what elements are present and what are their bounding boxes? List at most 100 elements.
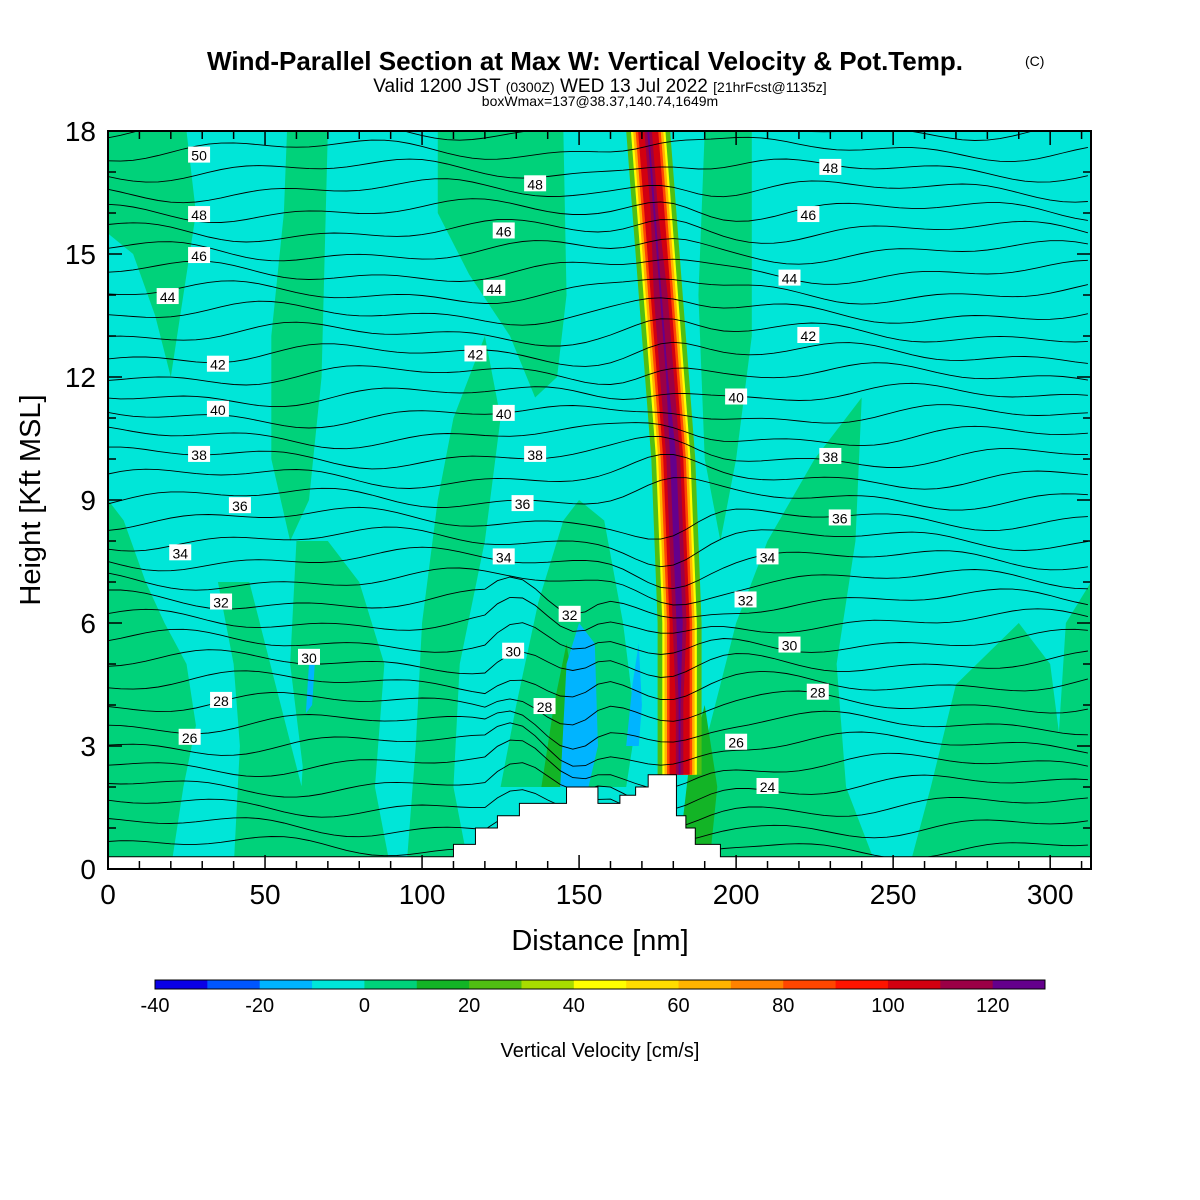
theta-contour-line [108, 404, 1088, 429]
contour-label-background [511, 495, 534, 512]
contour-label-text: 46 [496, 223, 512, 239]
contour-label-text: 48 [823, 160, 839, 176]
contour-label-text: 48 [527, 176, 543, 192]
colorbar-swatch [207, 980, 261, 989]
contour-label-background [188, 146, 211, 163]
contour-label: 42 [797, 327, 820, 344]
contour-label-text: 32 [213, 595, 229, 611]
updraft-plume-band-110 [644, 131, 687, 775]
colorbar-swatch [312, 980, 365, 989]
contour-label-text: 44 [487, 281, 503, 297]
contour-label-background [533, 698, 556, 715]
contour-label: 40 [725, 388, 748, 406]
contour-label-background [819, 158, 842, 175]
theta-contour-line [108, 722, 1088, 767]
y-tick-label: 18 [65, 116, 96, 147]
theta-contour-line [108, 622, 1088, 655]
theta-contour-line [108, 158, 1088, 183]
copyright-mark: (C) [1025, 53, 1044, 69]
contour-label-text: 38 [527, 447, 543, 463]
updraft-region-left-lower [108, 500, 196, 869]
terrain [108, 774, 1091, 869]
contour-label: 38 [819, 447, 842, 465]
colorbar-tick-label: 60 [667, 995, 689, 1017]
contour-label: 42 [464, 345, 487, 362]
contour-label-text: 46 [191, 248, 207, 264]
contour-label-text: 26 [182, 730, 198, 746]
theta-contour-line [108, 477, 1088, 511]
contour-label-text: 30 [505, 644, 521, 660]
theta-contour-line [108, 178, 1088, 204]
theta-contour-line [108, 506, 1088, 540]
theta-contour-line [108, 218, 1089, 244]
colorbar-swatch [940, 980, 994, 989]
colorbar-swatch [887, 980, 941, 989]
contour-label: 28 [806, 683, 829, 701]
colorbar-tick-label: 120 [976, 995, 1009, 1017]
downdraft-ring [560, 623, 598, 787]
colorbar-swatch [835, 980, 889, 989]
contour-label-background [188, 445, 211, 462]
forecast-info: [21hrFcst@1135z] [713, 79, 827, 95]
contour-label-text: 34 [496, 549, 512, 565]
updraft-region-right-upper [698, 131, 752, 541]
downdraft-side [626, 643, 642, 746]
x-tick-label: 100 [399, 879, 446, 910]
contour-label-background [206, 400, 229, 417]
theta-contour-line [108, 318, 1088, 347]
contour-label-background [725, 388, 748, 405]
y-tick-label: 12 [65, 362, 96, 393]
colorbar-swatch [416, 980, 470, 989]
theta-contour-line [108, 341, 1088, 367]
colorbar-tick-label: 80 [772, 995, 794, 1017]
contour-label-background [178, 728, 201, 745]
contour-label: 38 [524, 445, 547, 463]
contour-label-text: 48 [191, 207, 207, 223]
contour-label-background [210, 593, 233, 610]
theta-contour-line [108, 596, 1089, 634]
chart-title: Wind-Parallel Section at Max W: Vertical… [207, 46, 963, 76]
contour-label-text: 44 [160, 289, 176, 305]
theta-contour-line [108, 278, 1089, 305]
contour-label-background [524, 445, 547, 462]
x-tick-label: 0 [100, 879, 116, 910]
contour-label-text: 42 [468, 346, 484, 362]
contour-label: 46 [797, 206, 820, 223]
colorbar-swatch [155, 980, 208, 989]
contour-label-text: 32 [738, 592, 754, 608]
contour-label-text: 34 [760, 549, 776, 565]
contour-label-text: 34 [172, 545, 188, 561]
y-axis-label: Height [Kft MSL] [15, 394, 47, 605]
contour-label-background [797, 327, 820, 343]
theta-contour-line [108, 382, 1088, 408]
theta-contour-line [108, 739, 1088, 790]
updraft-region-center-upper [437, 131, 567, 398]
contour-label: 48 [188, 206, 211, 223]
colorbar-swatch [678, 980, 732, 989]
contour-label-text: 46 [801, 207, 817, 223]
colorbar-swatch [573, 980, 627, 989]
theta-contour-line [108, 362, 1088, 386]
contour-label-background [819, 447, 842, 464]
contour-label-background [210, 691, 233, 708]
contour-label-background [492, 404, 515, 421]
colorbar-swatch [521, 980, 575, 989]
theta-contour-line [108, 238, 1088, 265]
x-tick-label: 150 [556, 879, 603, 910]
contour-label: 26 [725, 733, 748, 751]
valid-utc: (0300Z) [506, 79, 555, 95]
valid-line: Valid 1200 JST (0300Z) WED 13 Jul 2022 [… [373, 76, 826, 97]
contour-label-background [156, 288, 179, 305]
theta-contour-line [108, 454, 1088, 490]
contour-label: 36 [511, 495, 534, 512]
contour-label: 36 [228, 497, 251, 514]
contour-label: 28 [210, 691, 233, 709]
updraft-region-mid-left [271, 131, 328, 541]
valid-date: WED 13 Jul 2022 [560, 76, 708, 97]
theta-contour-line [108, 526, 1088, 568]
contour-label-text: 42 [801, 328, 817, 344]
theta-contour-line [108, 670, 1089, 701]
contour-label: 24 [756, 778, 779, 795]
contour-label-background [756, 778, 779, 794]
